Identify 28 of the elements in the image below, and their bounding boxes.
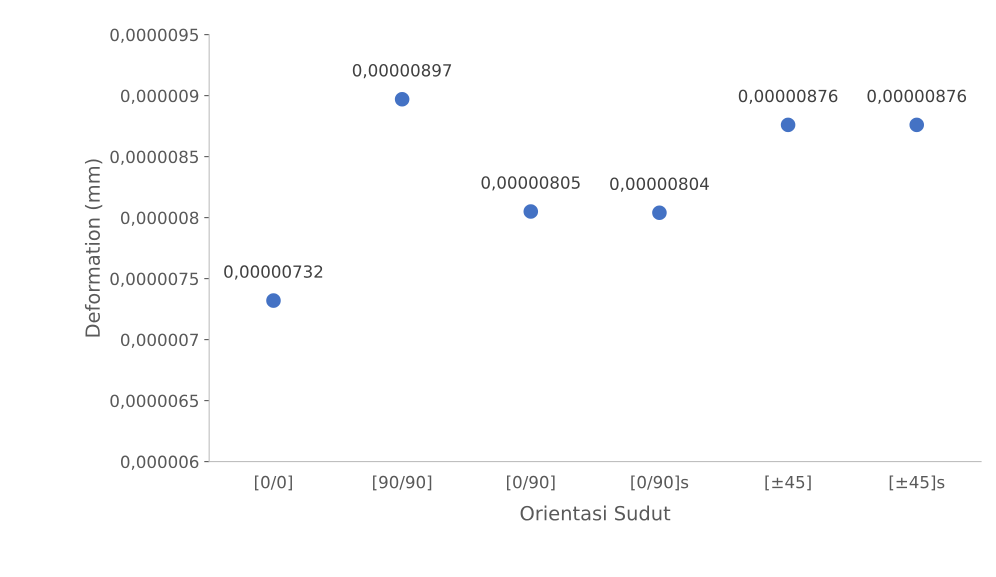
data-label: 0,00000876 [867, 90, 966, 104]
x-axis-title: Orientasi Sudut [520, 506, 670, 521]
x-tick-label: [90/90] [373, 475, 432, 490]
data-label: 0,00000805 [482, 176, 580, 191]
y-tick-label: 0,000008 [121, 212, 198, 226]
y-tick-label: 0,0000065 [110, 394, 198, 409]
point [780, 118, 796, 132]
data-label: 0,00000876 [738, 90, 838, 104]
x-tick-label: [±45] [765, 475, 811, 490]
point [524, 204, 538, 219]
point [909, 118, 924, 132]
x-tick-label: [0/90]s [631, 475, 688, 490]
point [266, 293, 281, 308]
y-tick-label: 0,0000085 [110, 150, 198, 165]
point [394, 92, 410, 107]
data-label: 0,00000804 [610, 177, 709, 192]
y-tick-label: 0,000009 [121, 90, 198, 104]
y-axis-title: Deformation (mm) [84, 159, 102, 337]
data-label: 0,00000897 [352, 64, 452, 78]
point [652, 205, 667, 220]
y-tick-label: 0,000006 [121, 456, 198, 470]
x-tick-label: [0/0] [255, 475, 292, 490]
y-tick-label: 0,0000075 [110, 272, 198, 287]
x-tick-label: [0/90] [507, 475, 555, 490]
y-tick-label: 0,000007 [121, 334, 198, 348]
data-label: 0,00000732 [224, 265, 322, 280]
x-tick-label: [±45]s [890, 475, 944, 490]
y-tick-label: 0,0000095 [110, 28, 198, 43]
